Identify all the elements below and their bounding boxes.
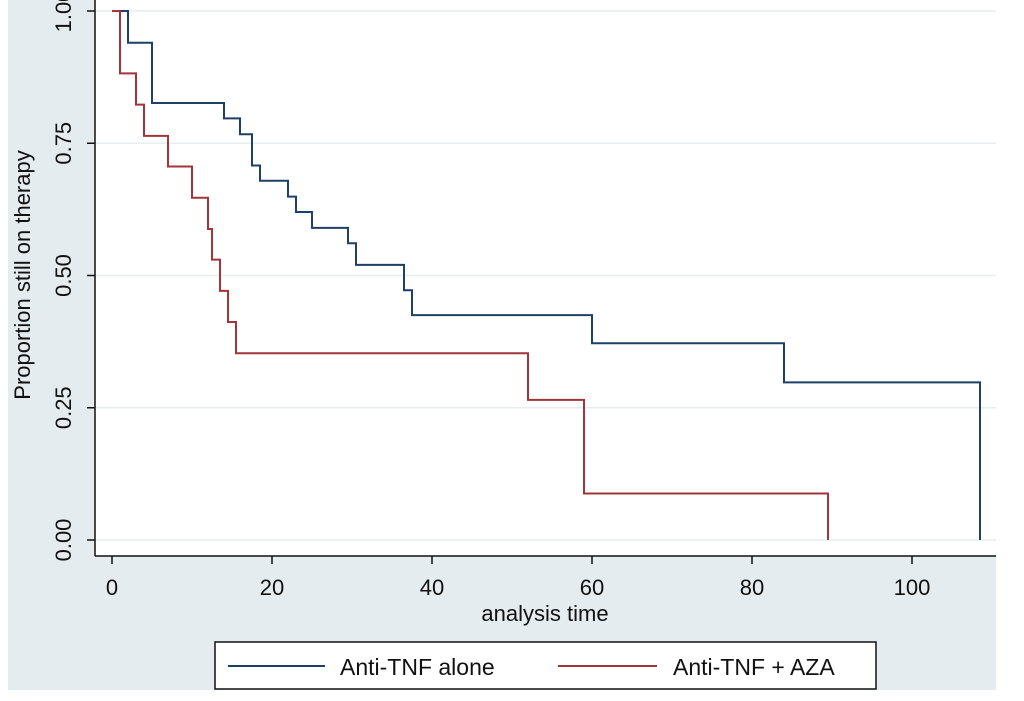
y-axis-title: Proportion still on therapy bbox=[10, 150, 35, 399]
x-axis-title: analysis time bbox=[481, 601, 608, 626]
x-tick-label: 100 bbox=[894, 575, 931, 600]
series-line-anti-tnf-aza bbox=[112, 10, 829, 540]
x-tick-label: 80 bbox=[740, 575, 764, 600]
series-line-anti-tnf-alone bbox=[112, 10, 981, 540]
x-tick-label: 40 bbox=[420, 575, 444, 600]
legend-label-anti-tnf-aza: Anti-TNF + AZA bbox=[673, 654, 835, 680]
y-tick-label: 0.25 bbox=[51, 386, 76, 429]
legend: Anti-TNF alone Anti-TNF + AZA bbox=[214, 641, 877, 690]
x-tick-label: 0 bbox=[106, 575, 118, 600]
legend-box bbox=[214, 641, 877, 690]
x-tick-label: 60 bbox=[580, 575, 604, 600]
legend-label-anti-tnf-alone: Anti-TNF alone bbox=[340, 654, 495, 680]
y-tick-label: 1.00 bbox=[51, 0, 76, 32]
tick-marks: 0.00 0.25 0.50 0.75 1.00 0 20 40 60 80 100 bbox=[51, 0, 930, 600]
y-tick-label: 0.50 bbox=[51, 254, 76, 297]
y-tick-label: 0.00 bbox=[51, 519, 76, 562]
x-tick-label: 20 bbox=[260, 575, 284, 600]
gridlines bbox=[96, 10, 996, 541]
y-tick-label: 0.75 bbox=[51, 122, 76, 165]
series-lines bbox=[112, 10, 981, 540]
axes bbox=[94, 0, 996, 557]
plot-area bbox=[95, 0, 996, 556]
